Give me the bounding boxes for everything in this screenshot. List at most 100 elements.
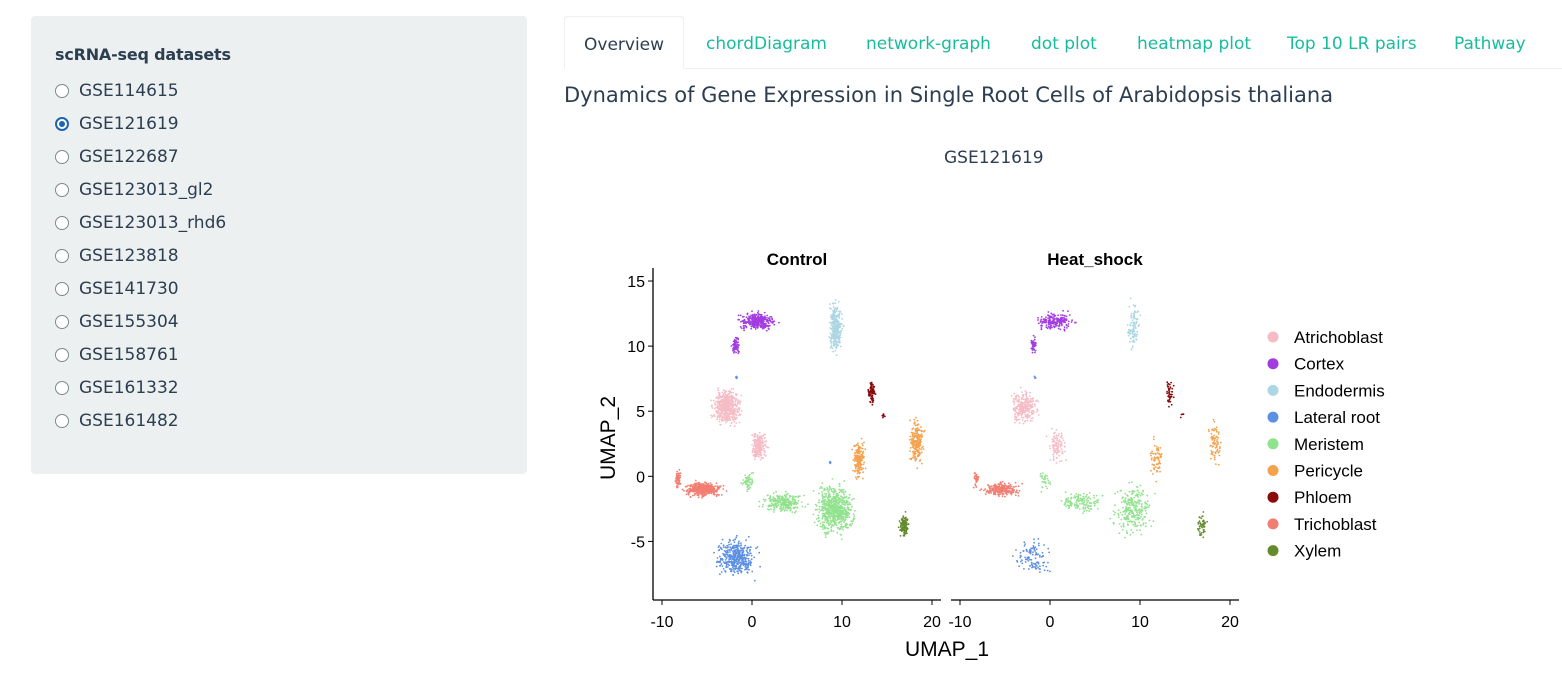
data-point — [794, 511, 796, 514]
data-point — [729, 557, 732, 560]
data-point — [1130, 321, 1132, 324]
data-point — [835, 336, 838, 338]
data-point — [737, 344, 740, 346]
data-point — [1032, 341, 1035, 344]
radio-button[interactable] — [55, 215, 69, 230]
data-point — [1037, 400, 1040, 403]
radio-button-checked[interactable] — [55, 116, 69, 131]
tab-overview[interactable]: Overview — [564, 16, 685, 69]
data-point — [857, 444, 859, 447]
data-point — [725, 414, 728, 417]
data-point — [843, 506, 846, 509]
data-point — [745, 326, 748, 329]
data-point — [746, 546, 749, 549]
tab-top-10-lr-pairs[interactable]: Top 10 LR pairs — [1287, 34, 1417, 54]
dataset-radio-option[interactable]: GSE123013_gl2 — [55, 173, 226, 206]
radio-button[interactable] — [55, 380, 69, 395]
data-point — [743, 327, 745, 330]
data-point — [749, 563, 752, 566]
data-point — [696, 492, 699, 494]
data-point — [914, 458, 917, 460]
data-point — [773, 508, 775, 511]
data-point — [725, 398, 728, 400]
data-point — [675, 477, 678, 480]
data-point — [726, 554, 729, 557]
dataset-radio-option[interactable]: GSE123818 — [55, 239, 226, 272]
data-point — [1020, 402, 1022, 404]
data-point — [742, 560, 745, 563]
radio-button[interactable] — [55, 149, 69, 164]
radio-button[interactable] — [55, 248, 69, 263]
data-point — [715, 490, 718, 493]
data-point — [1129, 534, 1132, 536]
dataset-radio-option[interactable]: GSE155304 — [55, 305, 226, 338]
data-point — [705, 484, 707, 487]
data-point — [1014, 421, 1016, 424]
data-point — [1131, 331, 1134, 334]
data-point — [1122, 506, 1124, 509]
data-point — [834, 330, 836, 333]
data-point — [727, 396, 730, 398]
tab-network-graph[interactable]: network-graph — [866, 34, 991, 54]
data-point — [733, 560, 735, 563]
data-point — [851, 522, 854, 525]
data-point — [724, 393, 727, 396]
data-point — [754, 458, 756, 461]
radio-button[interactable] — [55, 413, 69, 428]
dataset-radio-option[interactable]: GSE114615 — [55, 74, 226, 107]
dataset-radio-option[interactable]: GSE161482 — [55, 404, 226, 437]
dataset-radio-option[interactable]: GSE158761 — [55, 338, 226, 371]
data-point — [844, 510, 847, 512]
data-point — [730, 398, 733, 401]
data-point — [1028, 395, 1031, 397]
data-point — [1014, 407, 1017, 409]
data-point — [762, 316, 764, 318]
data-point — [756, 546, 759, 548]
data-point — [842, 517, 845, 519]
data-point — [725, 564, 728, 566]
dataset-radio-option[interactable]: GSE123013_rhd6 — [55, 206, 226, 239]
radio-button[interactable] — [55, 83, 69, 98]
data-point — [843, 504, 846, 506]
data-point — [829, 327, 832, 329]
data-point — [736, 337, 738, 340]
data-point — [1048, 551, 1050, 554]
data-point — [731, 417, 734, 420]
data-point — [854, 451, 857, 454]
data-point — [1132, 333, 1135, 336]
radio-label: GSE161332 — [79, 377, 179, 398]
data-point — [1128, 481, 1131, 484]
data-point — [738, 550, 741, 552]
tab-chorddiagram[interactable]: chordDiagram — [706, 34, 827, 54]
tab-pathway[interactable]: Pathway — [1454, 34, 1526, 54]
data-point — [1146, 494, 1149, 497]
data-point — [744, 566, 747, 568]
dataset-radio-option[interactable]: GSE122687 — [55, 140, 226, 173]
data-point — [858, 472, 861, 474]
data-point — [729, 412, 732, 415]
data-point — [1131, 515, 1134, 518]
tab-dot-plot[interactable]: dot plot — [1031, 34, 1097, 54]
data-point — [735, 398, 738, 400]
data-point — [1024, 420, 1027, 422]
data-point — [743, 562, 746, 565]
radio-button[interactable] — [55, 182, 69, 197]
dataset-radio-option[interactable]: GSE121619 — [55, 107, 226, 140]
data-point — [790, 503, 793, 506]
radio-button[interactable] — [55, 314, 69, 329]
data-point — [734, 550, 736, 553]
data-point — [1040, 324, 1043, 327]
data-point — [1131, 345, 1134, 347]
data-point — [855, 469, 857, 472]
data-point — [730, 548, 732, 550]
tab-heatmap-plot[interactable]: heatmap plot — [1137, 34, 1252, 54]
radio-button[interactable] — [55, 281, 69, 296]
data-point — [777, 500, 779, 502]
data-point — [826, 488, 829, 491]
radio-button[interactable] — [55, 347, 69, 362]
data-point — [751, 434, 753, 437]
dataset-radio-option[interactable]: GSE161332 — [55, 371, 226, 404]
dataset-radio-option[interactable]: GSE141730 — [55, 272, 226, 305]
data-point — [1030, 417, 1033, 420]
data-point — [862, 444, 864, 447]
